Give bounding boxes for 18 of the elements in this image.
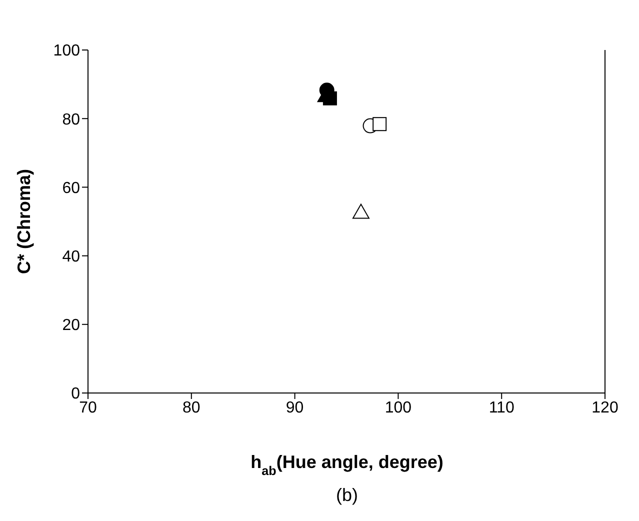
x-tick-label: 110: [488, 399, 514, 416]
x-tick-label: 70: [79, 399, 97, 416]
x-tick-label: 100: [384, 399, 412, 416]
x-tick-label: 120: [592, 399, 618, 416]
text: (b): [336, 485, 358, 505]
point: [322, 91, 337, 106]
x-tick-label: 90: [286, 399, 304, 416]
y-tick-label: 80: [62, 111, 80, 128]
y-tick-label: 40: [62, 248, 80, 266]
y-tick-label: 0: [71, 386, 80, 403]
x-tick-label: 80: [182, 399, 200, 416]
y-tick-label: 20: [62, 317, 80, 334]
x-axis-title: h$_{ab}$(Hue angle, degree): [250, 452, 444, 478]
point: [372, 117, 387, 132]
point: [352, 204, 370, 219]
y-axis-title: C* (Chroma): [14, 168, 34, 274]
y-tick-label: 60: [62, 180, 80, 197]
y-tick-label: 100: [53, 42, 80, 60]
